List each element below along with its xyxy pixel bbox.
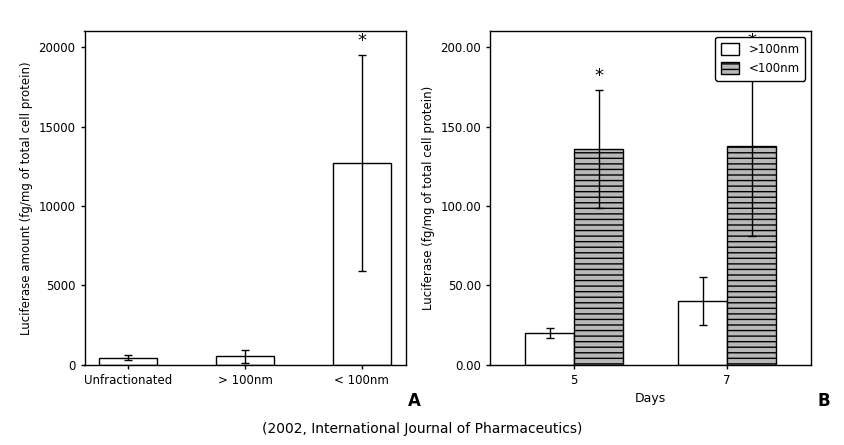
Text: B: B xyxy=(817,392,829,409)
Bar xyxy=(525,333,574,365)
Text: (2002, International Journal of Pharmaceutics): (2002, International Journal of Pharmace… xyxy=(262,422,582,436)
X-axis label: Days: Days xyxy=(635,392,665,405)
Text: *: * xyxy=(593,67,603,85)
Bar xyxy=(333,163,391,365)
Legend: >100nm, <100nm: >100nm, <100nm xyxy=(714,37,804,81)
Bar xyxy=(574,149,622,365)
Y-axis label: Luciferase amount (fg/mg of total cell protein): Luciferase amount (fg/mg of total cell p… xyxy=(20,61,33,335)
Text: *: * xyxy=(357,32,366,50)
Bar xyxy=(99,358,157,365)
Bar xyxy=(215,356,274,365)
Bar xyxy=(726,146,775,365)
Text: A: A xyxy=(407,392,420,409)
Y-axis label: Luciferase (fg/mg of total cell protein): Luciferase (fg/mg of total cell protein) xyxy=(421,86,435,310)
Bar xyxy=(678,301,726,365)
Text: *: * xyxy=(746,32,755,50)
